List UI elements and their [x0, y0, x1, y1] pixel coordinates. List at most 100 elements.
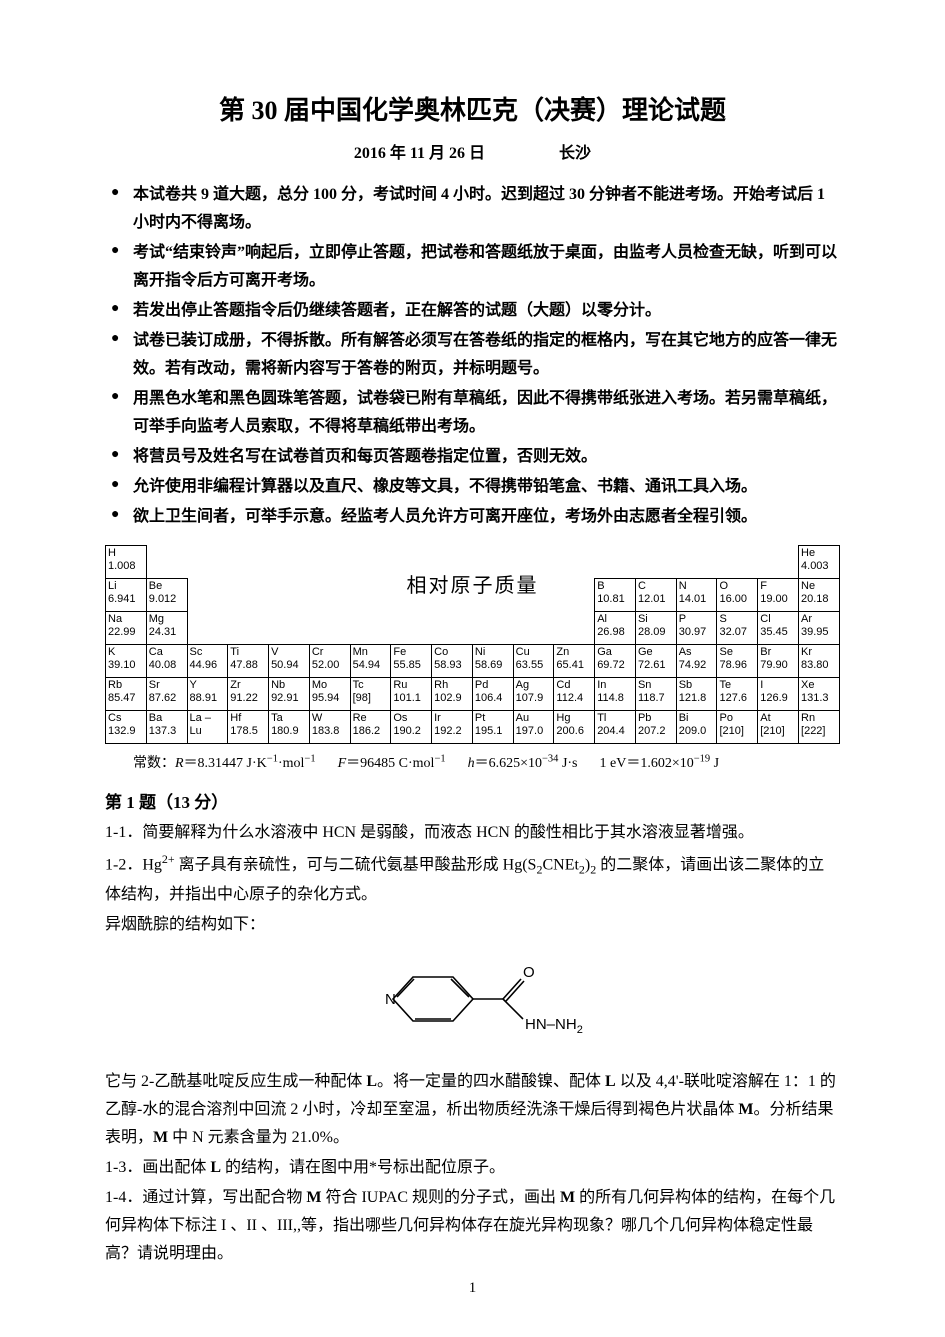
exam-location: 长沙 [559, 139, 591, 163]
element-cell [187, 546, 228, 579]
subtitle-row: 2016 年 11 月 26 日 长沙 [105, 139, 840, 163]
isoniazid-structure: N O HN–NH2 [105, 949, 840, 1054]
element-cell [513, 546, 554, 579]
element-cell: Mg24.31 [146, 612, 187, 645]
element-cell: Te127.6 [717, 678, 758, 711]
element-cell [391, 612, 432, 645]
element-cell: Ge72.61 [635, 645, 676, 678]
element-cell: Cu63.55 [513, 645, 554, 678]
element-cell: Zr91.22 [228, 678, 269, 711]
element-cell: Cs132.9 [106, 711, 147, 744]
element-cell: Tc[98] [350, 678, 391, 711]
element-cell: Ag107.9 [513, 678, 554, 711]
element-cell [717, 546, 758, 579]
svg-text:N: N [385, 991, 396, 1008]
element-cell [228, 612, 269, 645]
rule-item: 考试“结束铃声”响起后，立即停止答题，把试卷和答题纸放于桌面，由监考人员检查无缺… [105, 239, 840, 295]
element-cell: Sc44.96 [187, 645, 228, 678]
element-cell: Mn54.94 [350, 645, 391, 678]
element-cell: Ar39.95 [799, 612, 840, 645]
element-cell: Al26.98 [595, 612, 636, 645]
element-cell: O16.00 [717, 579, 758, 612]
element-cell [391, 546, 432, 579]
element-cell: S32.07 [717, 612, 758, 645]
element-cell: Br79.90 [758, 645, 799, 678]
element-cell: Se78.96 [717, 645, 758, 678]
element-cell [472, 546, 513, 579]
element-cell: At[210] [758, 711, 799, 744]
element-cell: P30.97 [676, 612, 717, 645]
element-cell: Kr83.80 [799, 645, 840, 678]
element-cell: Cl35.45 [758, 612, 799, 645]
element-cell [146, 546, 187, 579]
element-cell: Xe131.3 [799, 678, 840, 711]
body-line: 异烟酰腙的结构如下： [105, 911, 840, 939]
element-cell: Sr87.62 [146, 678, 187, 711]
element-cell: Cr52.00 [309, 645, 350, 678]
element-cell: Re186.2 [350, 711, 391, 744]
element-cell [432, 612, 473, 645]
element-cell: Au197.0 [513, 711, 554, 744]
element-cell: Os190.2 [391, 711, 432, 744]
page-title: 第 30 届中国化学奥林匹克（决赛）理论试题 [105, 90, 840, 127]
element-cell: Sb121.8 [676, 678, 717, 711]
element-cell: As74.92 [676, 645, 717, 678]
rule-item: 试卷已装订成册，不得拆散。所有解答必须写在答卷纸的指定的框格内，写在其它地方的应… [105, 327, 840, 383]
element-cell: I126.9 [758, 678, 799, 711]
element-cell: V50.94 [269, 645, 310, 678]
constants-line: 常数：R＝8.31447 J·K−1·mol−1F＝96485 C·mol−1h… [133, 752, 840, 772]
element-cell: Mo95.94 [309, 678, 350, 711]
element-cell: Sn118.7 [635, 678, 676, 711]
exam-date: 2016 年 11 月 26 日 [354, 145, 485, 162]
element-cell [309, 579, 350, 612]
body-line: 1-2．Hg2+ 离子具有亲硫性，可与二硫代氨基甲酸盐形成 Hg(S2CNEt2… [105, 849, 840, 909]
rule-item: 允许使用非编程计算器以及直尺、橡皮等文具，不得携带铅笔盒、书籍、通讯工具入场。 [105, 473, 840, 501]
question-1-body-b: 它与 2-乙酰基吡啶反应生成一种配体 L。将一定量的四水醋酸镍、配体 L 以及 … [105, 1068, 840, 1268]
element-cell: Si28.09 [635, 612, 676, 645]
element-cell: Ne20.18 [799, 579, 840, 612]
element-cell: Po[210] [717, 711, 758, 744]
element-cell [350, 546, 391, 579]
element-cell [350, 612, 391, 645]
element-cell: Co58.93 [432, 645, 473, 678]
element-cell: Rh102.9 [432, 678, 473, 711]
element-cell: Cd112.4 [554, 678, 595, 711]
element-cell [554, 612, 595, 645]
element-cell [595, 546, 636, 579]
element-cell: Be9.012 [146, 579, 187, 612]
element-cell [228, 546, 269, 579]
element-cell: F19.00 [758, 579, 799, 612]
element-cell: Ni58.69 [472, 645, 513, 678]
svg-text:O: O [523, 964, 535, 981]
element-cell: N14.01 [676, 579, 717, 612]
element-cell [472, 612, 513, 645]
element-cell: Ta180.9 [269, 711, 310, 744]
svg-text:HN–NH2: HN–NH2 [525, 1016, 583, 1036]
element-cell [187, 612, 228, 645]
element-cell: Na22.99 [106, 612, 147, 645]
element-cell: Ru101.1 [391, 678, 432, 711]
element-cell: Hf178.5 [228, 711, 269, 744]
element-cell [676, 546, 717, 579]
element-cell: C12.01 [635, 579, 676, 612]
element-cell [554, 546, 595, 579]
element-cell: Hg200.6 [554, 711, 595, 744]
element-cell: Pt195.1 [472, 711, 513, 744]
element-cell: H1.008 [106, 546, 147, 579]
element-cell: Fe55.85 [391, 645, 432, 678]
rule-item: 将营员号及姓名写在试卷首页和每页答题卷指定位置，否则无效。 [105, 443, 840, 471]
body-line: 1-1．简要解释为什么水溶液中 HCN 是弱酸，而液态 HCN 的酸性相比于其水… [105, 819, 840, 847]
rule-item: 若发出停止答题指令后仍继续答题者，正在解答的试题（大题）以零分计。 [105, 297, 840, 325]
element-cell: Ga69.72 [595, 645, 636, 678]
rules-list: 本试卷共 9 道大题，总分 100 分，考试时间 4 小时。迟到超过 30 分钟… [105, 181, 840, 531]
rule-item: 本试卷共 9 道大题，总分 100 分，考试时间 4 小时。迟到超过 30 分钟… [105, 181, 840, 237]
element-cell [228, 579, 269, 612]
question-1-body-a: 1-1．简要解释为什么水溶液中 HCN 是弱酸，而液态 HCN 的酸性相比于其水… [105, 819, 840, 939]
element-cell [187, 579, 228, 612]
element-cell [432, 546, 473, 579]
element-cell [554, 579, 595, 612]
element-cell: He4.003 [799, 546, 840, 579]
element-cell: Pd106.4 [472, 678, 513, 711]
element-cell [309, 546, 350, 579]
element-cell [635, 546, 676, 579]
